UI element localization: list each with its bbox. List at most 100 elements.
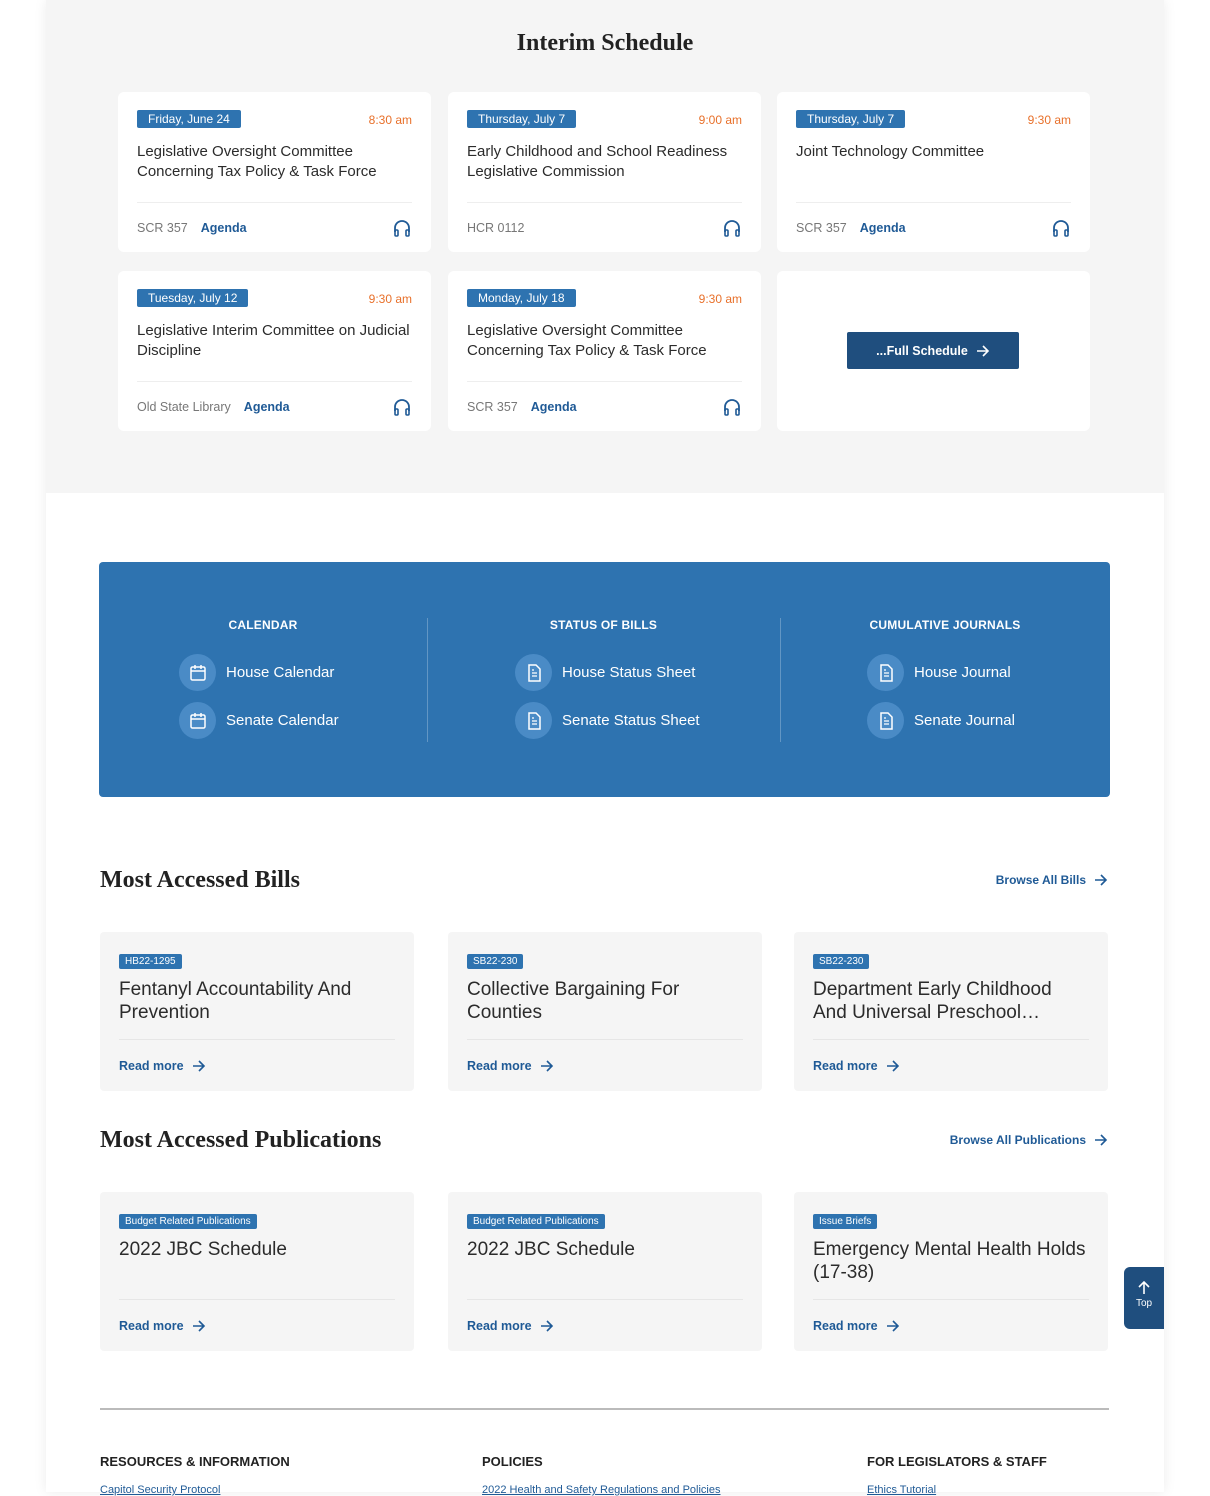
footer-link[interactable]: 2022 Health and Safety Regulations and P… bbox=[482, 1484, 721, 1496]
room: SCR 357 bbox=[137, 220, 188, 235]
read-more-label: Read more bbox=[467, 1058, 532, 1073]
headphones-icon[interactable] bbox=[1051, 218, 1071, 238]
agenda-link[interactable]: Agenda bbox=[859, 220, 906, 235]
browse-all-bills-link[interactable]: Browse All Bills bbox=[996, 873, 1108, 887]
arrow-right-icon bbox=[886, 1059, 899, 1072]
quick-link[interactable]: Senate Journal bbox=[867, 702, 1015, 739]
tag-badge: Budget Related Publications bbox=[467, 1214, 605, 1229]
quick-link-label: House Calendar bbox=[226, 664, 335, 681]
quick-link-label: Senate Calendar bbox=[226, 712, 339, 729]
bills-card[interactable]: SB22-230 Department Early Childhood And U… bbox=[794, 932, 1108, 1091]
read-more-label: Read more bbox=[813, 1318, 878, 1333]
read-more-link[interactable]: Read more bbox=[467, 1039, 743, 1091]
status-column: STATUS OF BILLS bbox=[427, 618, 780, 742]
footer-heading: RESOURCES & INFORMATION bbox=[100, 1454, 290, 1469]
agenda-link[interactable]: Agenda bbox=[243, 399, 290, 414]
journals-column: CUMULATIVE JOURNALS bbox=[780, 618, 1110, 742]
room: SCR 357 bbox=[796, 220, 847, 235]
arrow-right-icon bbox=[192, 1059, 205, 1072]
tag-badge: HB22-1295 bbox=[119, 954, 182, 969]
tag-badge: SB22-230 bbox=[467, 954, 524, 969]
bills-title: Most Accessed Bills bbox=[100, 867, 300, 893]
card-title[interactable]: Department Early Childhood And Universal… bbox=[813, 979, 1052, 1023]
schedule-card: Friday, June 24 8:30 am Legislative Over… bbox=[118, 92, 431, 252]
arrow-right-icon bbox=[976, 344, 989, 357]
agenda-link[interactable]: Agenda bbox=[200, 220, 247, 235]
room: Old State Library bbox=[137, 399, 231, 414]
bills-card[interactable]: SB22-230 Collective Bargaining For Counti… bbox=[448, 932, 762, 1091]
full-schedule-button[interactable]: ...Full Schedule bbox=[847, 332, 1019, 369]
card-title[interactable]: 2022 JBC Schedule bbox=[467, 1239, 635, 1260]
headphones-icon[interactable] bbox=[722, 397, 742, 417]
pubs-card[interactable]: Issue Briefs Emergency Mental Health Hold… bbox=[794, 1192, 1108, 1351]
meeting-title: Early Childhood and School Readiness Leg… bbox=[467, 143, 728, 180]
card-footer: SCR 357 Agenda bbox=[796, 202, 1071, 252]
date-badge: Thursday, July 7 bbox=[796, 110, 906, 128]
arrow-right-icon bbox=[1095, 1134, 1108, 1146]
browse-all-publications-link[interactable]: Browse All Publications bbox=[950, 1133, 1108, 1147]
document-icon bbox=[879, 663, 893, 682]
journals-heading: CUMULATIVE JOURNALS bbox=[869, 618, 1021, 632]
back-to-top-button[interactable]: Top bbox=[1124, 1267, 1164, 1329]
interim-schedule-section: Interim Schedule Friday, June 24 8:30 am… bbox=[46, 0, 1164, 493]
read-more-link[interactable]: Read more bbox=[119, 1039, 395, 1091]
meeting-title: Legislative Oversight Committee Concerni… bbox=[467, 322, 707, 359]
arrow-right-icon bbox=[540, 1059, 553, 1072]
read-more-link[interactable]: Read more bbox=[813, 1039, 1089, 1091]
status-heading: STATUS OF BILLS bbox=[549, 618, 658, 632]
read-more-label: Read more bbox=[467, 1318, 532, 1333]
read-more-link[interactable]: Read more bbox=[119, 1299, 395, 1351]
quick-link-label: Senate Status Sheet bbox=[562, 712, 700, 729]
arrow-right-icon bbox=[1095, 874, 1108, 886]
card-title[interactable]: Collective Bargaining For Counties bbox=[467, 979, 680, 1023]
full-schedule-card: ...Full Schedule bbox=[777, 271, 1090, 431]
read-more-label: Read more bbox=[119, 1058, 184, 1073]
calendar-icon bbox=[189, 664, 206, 681]
quick-link-label: Senate Journal bbox=[914, 712, 1015, 729]
headphones-icon[interactable] bbox=[722, 218, 742, 238]
divider bbox=[427, 618, 428, 742]
card-footer: Old State Library Agenda bbox=[137, 381, 412, 431]
quick-link[interactable]: Senate Calendar bbox=[179, 702, 339, 739]
date-badge: Thursday, July 7 bbox=[467, 110, 577, 128]
pubs-card[interactable]: Budget Related Publications 2022 JBC Sche… bbox=[448, 1192, 762, 1351]
full-schedule-label: ...Full Schedule bbox=[876, 343, 968, 358]
pubs-card[interactable]: Budget Related Publications 2022 JBC Sche… bbox=[100, 1192, 414, 1351]
meeting-time: 9:30 am bbox=[1027, 113, 1071, 127]
read-more-link[interactable]: Read more bbox=[467, 1299, 743, 1351]
arrow-up-icon bbox=[1138, 1280, 1150, 1294]
page: Interim Schedule Friday, June 24 8:30 am… bbox=[46, 0, 1164, 1496]
agenda-link[interactable]: Agenda bbox=[530, 399, 577, 414]
quick-link[interactable]: House Status Sheet bbox=[515, 654, 695, 691]
tag-badge: Issue Briefs bbox=[813, 1214, 878, 1229]
card-footer: SCR 357 Agenda bbox=[137, 202, 412, 252]
browse-label: Browse All Bills bbox=[995, 873, 1086, 887]
card-title[interactable]: 2022 JBC Schedule bbox=[119, 1239, 287, 1260]
arrow-right-icon bbox=[192, 1319, 205, 1332]
quick-links-panel: CALENDAR STATUS OF BILLS CUMULATIVE JOUR… bbox=[99, 562, 1110, 797]
card-title[interactable]: Emergency Mental Health Holds (17-38) bbox=[813, 1239, 1086, 1283]
icon-circle bbox=[515, 702, 552, 739]
footer-link[interactable]: Ethics Tutorial bbox=[867, 1484, 937, 1496]
schedule-card: Thursday, July 7 9:00 am Early Childhood… bbox=[448, 92, 761, 252]
footer-link[interactable]: Capitol Security Protocol bbox=[100, 1484, 221, 1496]
quick-link[interactable]: House Calendar bbox=[179, 654, 334, 691]
tag-badge: SB22-230 bbox=[813, 954, 870, 969]
schedule-card: Monday, July 18 9:30 am Legislative Over… bbox=[448, 271, 761, 431]
quick-link[interactable]: Senate Status Sheet bbox=[515, 702, 700, 739]
read-more-label: Read more bbox=[119, 1318, 184, 1333]
room: HCR 0112 bbox=[467, 220, 525, 235]
headphones-icon[interactable] bbox=[392, 218, 412, 238]
calendar-column: CALENDAR bbox=[99, 618, 427, 742]
meeting-time: 8:30 am bbox=[368, 113, 412, 127]
headphones-icon[interactable] bbox=[392, 397, 412, 417]
document-icon bbox=[527, 663, 541, 682]
card-title[interactable]: Fentanyl Accountability And Prevention bbox=[119, 979, 352, 1023]
quick-link[interactable]: House Journal bbox=[867, 654, 1011, 691]
footer-divider bbox=[100, 1408, 1109, 1410]
read-more-link[interactable]: Read more bbox=[813, 1299, 1089, 1351]
bills-card[interactable]: HB22-1295 Fentanyl Accountability And Pre… bbox=[100, 932, 414, 1091]
calendar-icon bbox=[189, 712, 206, 729]
date-badge: Monday, July 18 bbox=[467, 289, 576, 307]
document-icon bbox=[879, 711, 893, 730]
